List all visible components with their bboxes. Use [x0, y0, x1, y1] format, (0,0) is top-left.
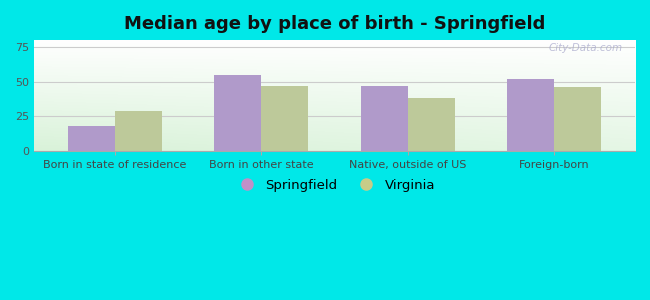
Legend: Springfield, Virginia: Springfield, Virginia: [228, 174, 441, 197]
Bar: [214, 75, 261, 151]
Bar: [261, 86, 308, 151]
Title: Median age by place of birth - Springfield: Median age by place of birth - Springfie…: [124, 15, 545, 33]
Text: City-Data.com: City-Data.com: [549, 44, 623, 53]
Bar: [408, 98, 455, 151]
Bar: [508, 79, 554, 151]
Bar: [68, 126, 114, 151]
Bar: [361, 86, 408, 151]
Bar: [554, 87, 601, 151]
Bar: [114, 111, 161, 151]
